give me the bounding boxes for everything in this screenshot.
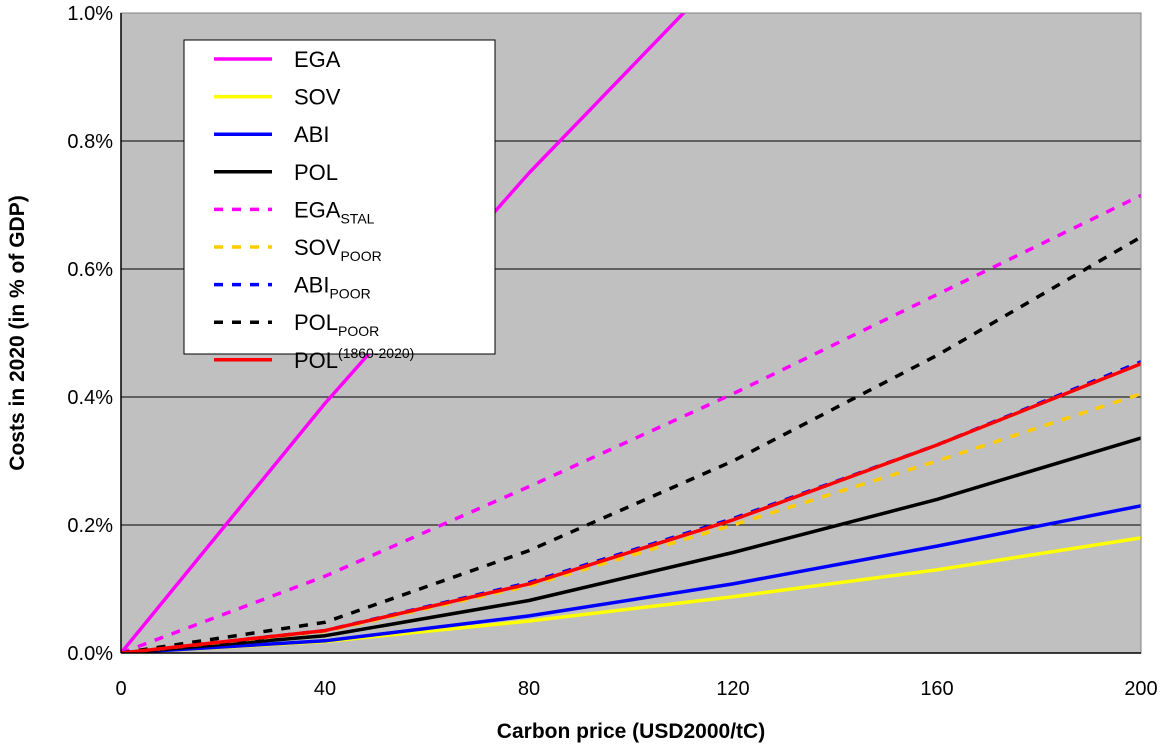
x-tick-label: 0 <box>115 678 126 700</box>
y-tick-label: 0.8% <box>67 131 113 153</box>
y-tick-label: 0.0% <box>67 643 113 665</box>
y-axis-title: Costs in 2020 (in % of GDP) <box>6 195 29 470</box>
y-tick-label: 0.2% <box>67 515 113 537</box>
series-line-pol-hist <box>121 362 1141 653</box>
x-tick-label: 120 <box>716 678 749 700</box>
axes <box>120 12 1142 654</box>
legend-label: EGASTAL <box>294 197 375 226</box>
x-axis-title: Carbon price (USD2000/tC) <box>497 720 765 743</box>
y-tick-label: 1.0% <box>67 3 113 25</box>
y-tick-label: 0.6% <box>67 259 113 281</box>
x-tick-label: 40 <box>314 678 336 700</box>
x-tick-label: 160 <box>920 678 953 700</box>
legend-label: ABI <box>294 122 329 147</box>
series-layer <box>121 13 1141 653</box>
legend-label: POL <box>294 160 338 185</box>
legend-box <box>183 39 496 355</box>
legend-label: EGA <box>294 47 341 72</box>
x-tick-labels: 0 40 80 120 160 200 <box>115 678 1157 700</box>
series-line-ega-stal <box>121 193 1141 653</box>
y-tick-labels: 0.0% 0.2% 0.4% 0.6% 0.8% 1.0% <box>67 3 113 665</box>
x-tick-label: 80 <box>518 678 540 700</box>
legend: EGASOVABIPOLEGASTALSOVPOORABIPOORPOLPOOR… <box>183 39 496 373</box>
legend-label: SOV <box>294 85 341 110</box>
x-tick-label: 200 <box>1124 678 1157 700</box>
series-line-pol <box>121 436 1141 653</box>
y-tick-label: 0.4% <box>67 387 113 409</box>
series-line-abi <box>121 504 1141 653</box>
